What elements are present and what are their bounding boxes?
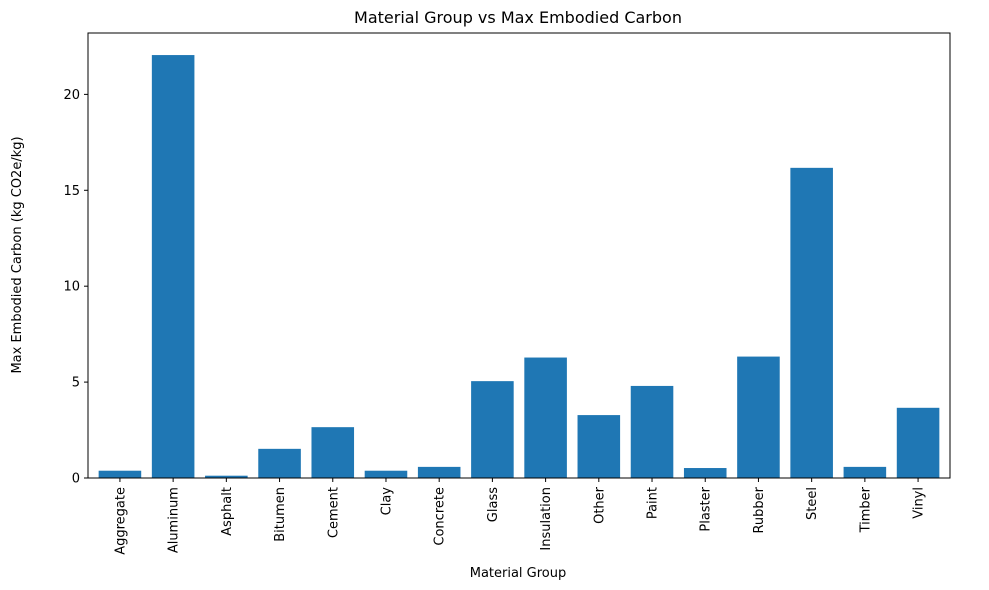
x-tick-label-cement: Cement — [326, 487, 341, 538]
x-tick-label-steel: Steel — [805, 487, 820, 520]
bar-asphalt — [205, 475, 248, 478]
x-tick-label-clay: Clay — [379, 487, 394, 516]
x-tick-label-paint: Paint — [646, 487, 661, 519]
bar-vinyl — [896, 407, 940, 478]
x-tick-label-bitumen: Bitumen — [273, 487, 288, 542]
bar-insulation — [524, 357, 567, 478]
y-tick-label: 5 — [72, 376, 80, 391]
bar-rubber — [737, 356, 780, 478]
y-tick-label: 10 — [63, 280, 80, 295]
plot-area: 0 5 10 15 20 Aggregate Aluminum Asphalt Bitumen C… — [63, 32, 951, 555]
x-tick-label-timber: Timber — [858, 486, 873, 533]
x-axis-label: Material Group — [470, 566, 567, 581]
x-tick-label-vinyl: Vinyl — [912, 487, 927, 519]
bar-clay — [364, 470, 408, 478]
bar-steel — [790, 167, 833, 478]
x-tick-label-plaster: Plaster — [699, 486, 714, 531]
x-tick-label-rubber: Rubber — [752, 486, 767, 533]
y-axis-label: Max Embodied Carbon (kg CO2e/kg) — [10, 136, 25, 373]
bar-timber — [843, 466, 887, 479]
bar-aluminum — [151, 55, 195, 479]
y-tick-label: 20 — [63, 88, 80, 103]
x-tick-label-aggregate: Aggregate — [113, 487, 128, 555]
x-tick-label-asphalt: Asphalt — [220, 487, 235, 536]
bar-bitumen — [258, 448, 301, 478]
bar-glass — [471, 381, 514, 478]
bar-other — [577, 415, 621, 478]
x-tick-label-other: Other — [592, 486, 607, 524]
chart-title: Material Group vs Max Embodied Carbon — [354, 8, 682, 27]
bar-paint — [630, 385, 674, 478]
y-tick-label: 15 — [63, 184, 80, 199]
y-tick-label: 0 — [72, 472, 80, 487]
x-tick-label-glass: Glass — [486, 487, 501, 522]
bar-aggregate — [98, 470, 142, 478]
bar-cement — [311, 427, 355, 478]
bar-concrete — [417, 466, 461, 479]
bar-plaster — [683, 468, 727, 478]
x-tick-label-insulation: Insulation — [539, 487, 554, 551]
x-tick-label-concrete: Concrete — [433, 487, 448, 546]
axes-frame — [87, 32, 951, 479]
x-tick-label-aluminum: Aluminum — [167, 487, 182, 553]
